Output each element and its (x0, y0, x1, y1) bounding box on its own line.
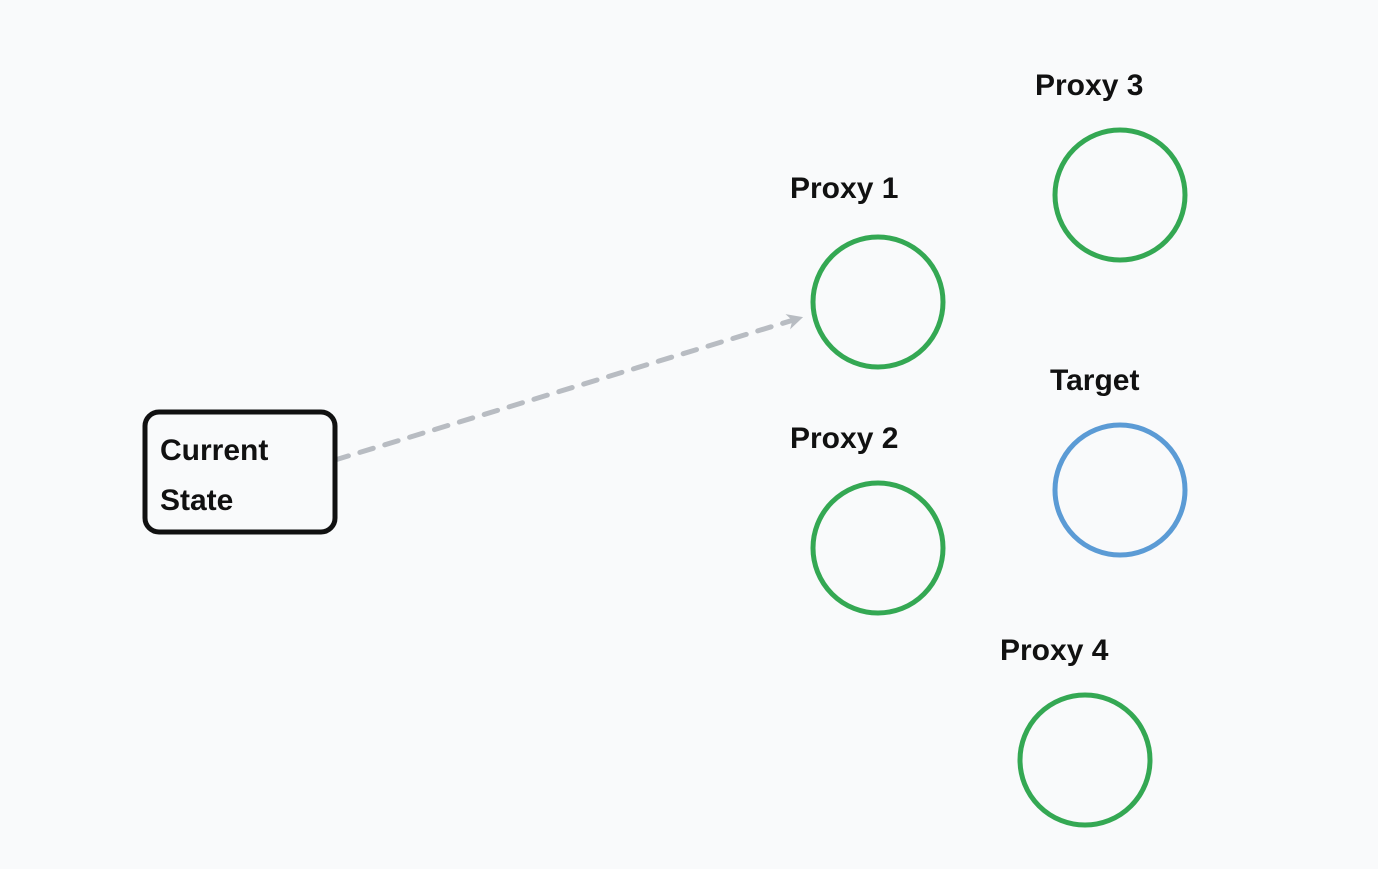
node-proxy3 (1055, 130, 1185, 260)
label-current-state-line1: Current (160, 434, 268, 467)
edge-current-to-proxy1 (335, 318, 800, 460)
label-proxy1: Proxy 1 (790, 172, 898, 205)
node-target (1055, 425, 1185, 555)
label-current-state-line2: State (160, 484, 233, 517)
node-proxy1 (813, 237, 943, 367)
label-proxy2: Proxy 2 (790, 422, 898, 455)
node-proxy2 (813, 483, 943, 613)
label-proxy3: Proxy 3 (1035, 69, 1143, 102)
diagram-canvas: Current State Proxy 1 Proxy 2 Proxy 3 Target P… (0, 0, 1378, 869)
label-target: Target (1050, 364, 1139, 397)
node-proxy4 (1020, 695, 1150, 825)
label-proxy4: Proxy 4 (1000, 634, 1109, 667)
